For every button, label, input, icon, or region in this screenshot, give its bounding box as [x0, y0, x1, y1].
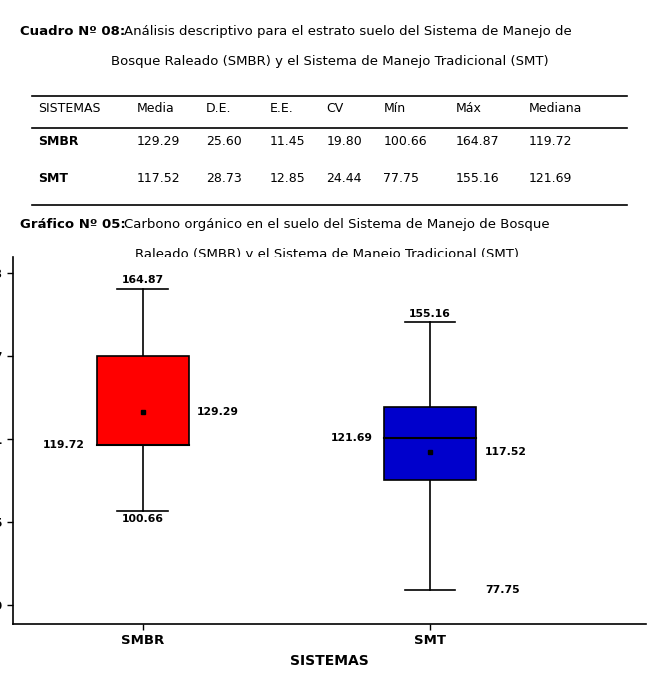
Text: E.E.: E.E. [270, 102, 293, 115]
Text: SISTEMAS: SISTEMAS [38, 102, 101, 115]
Text: Mín: Mín [384, 102, 405, 115]
Text: 77.75: 77.75 [384, 172, 419, 185]
Text: Mediana: Mediana [529, 102, 582, 115]
Text: Máx: Máx [456, 102, 482, 115]
Text: 164.87: 164.87 [456, 135, 500, 148]
Text: 129.29: 129.29 [136, 135, 180, 148]
Text: Gráfico Nº 05:: Gráfico Nº 05: [20, 218, 125, 231]
Text: 117.52: 117.52 [136, 172, 180, 185]
Text: 121.69: 121.69 [331, 433, 372, 443]
Text: SMT: SMT [38, 172, 69, 185]
Text: 164.87: 164.87 [121, 275, 163, 285]
Text: 119.72: 119.72 [43, 440, 85, 450]
Text: SMBR: SMBR [38, 135, 79, 148]
Bar [384, 407, 476, 480]
Text: Cuadro Nº 08:: Cuadro Nº 08: [20, 25, 125, 38]
Text: 129.29: 129.29 [197, 407, 239, 417]
Text: CV: CV [326, 102, 343, 115]
Text: 11.45: 11.45 [270, 135, 305, 148]
Text: 12.85: 12.85 [270, 172, 305, 185]
Text: 28.73: 28.73 [206, 172, 242, 185]
Text: 25.60: 25.60 [206, 135, 242, 148]
Text: 155.16: 155.16 [409, 308, 451, 319]
Text: 100.66: 100.66 [121, 514, 163, 524]
Bar [97, 357, 188, 445]
Text: Carbono orgánico en el suelo del Sistema de Manejo de Bosque: Carbono orgánico en el suelo del Sistema… [124, 218, 550, 231]
Text: 77.75: 77.75 [485, 585, 519, 595]
Text: 119.72: 119.72 [529, 135, 572, 148]
Text: 117.52: 117.52 [485, 447, 527, 458]
Text: Media: Media [136, 102, 174, 115]
Text: 24.44: 24.44 [326, 172, 362, 185]
Text: 121.69: 121.69 [529, 172, 572, 185]
Text: 155.16: 155.16 [456, 172, 500, 185]
Text: 100.66: 100.66 [384, 135, 427, 148]
X-axis label: SISTEMAS: SISTEMAS [290, 654, 369, 668]
Text: Bosque Raleado (SMBR) y el Sistema de Manejo Tradicional (SMT): Bosque Raleado (SMBR) y el Sistema de Ma… [111, 55, 548, 68]
Text: 19.80: 19.80 [326, 135, 362, 148]
Text: Raleado (SMBR) y el Sistema de Manejo Tradicional (SMT).: Raleado (SMBR) y el Sistema de Manejo Tr… [136, 247, 523, 260]
Text: Análisis descriptivo para el estrato suelo del Sistema de Manejo de: Análisis descriptivo para el estrato sue… [124, 25, 571, 38]
Text: D.E.: D.E. [206, 102, 231, 115]
